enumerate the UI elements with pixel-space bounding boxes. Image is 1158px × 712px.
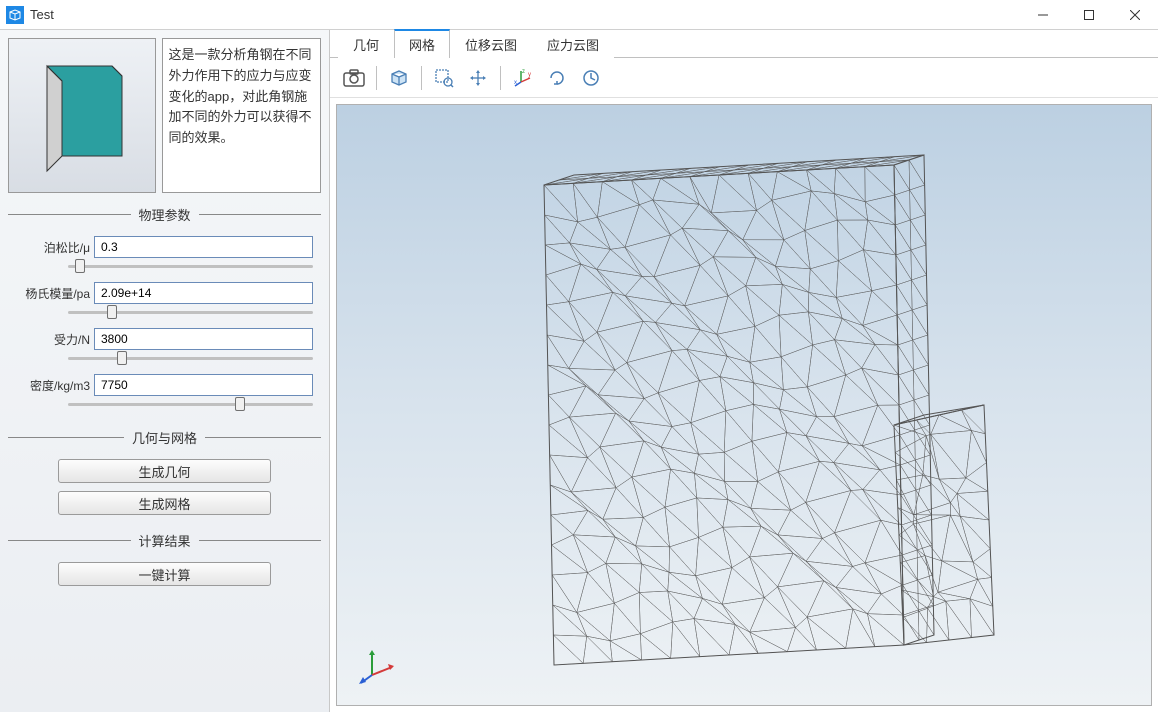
tab-geom[interactable]: 几何: [338, 30, 394, 58]
section-label-geom: 几何与网格: [124, 428, 205, 447]
gen-mesh-button[interactable]: 生成网格: [58, 491, 271, 515]
toolbar: zy x: [330, 58, 1158, 98]
poisson-slider[interactable]: [68, 265, 313, 268]
window-controls: [1020, 0, 1158, 29]
density-label: 密度/kg/m3: [16, 377, 94, 394]
section-header-physics: 物理参数: [8, 205, 321, 224]
zoom-region-icon[interactable]: [428, 62, 460, 94]
reset-view-icon[interactable]: [575, 62, 607, 94]
youngs-label: 杨氏模量/pa: [16, 285, 94, 302]
titlebar: Test: [0, 0, 1158, 30]
section-header-results: 计算结果: [8, 531, 321, 550]
section-label-results: 计算结果: [131, 531, 199, 550]
tab-stress[interactable]: 应力云图: [532, 30, 614, 58]
box-icon[interactable]: [383, 62, 415, 94]
viewport-3d[interactable]: [336, 104, 1152, 706]
close-button[interactable]: [1112, 0, 1158, 29]
poisson-label: 泊松比/μ: [16, 239, 94, 256]
force-input[interactable]: [94, 328, 313, 350]
left-panel: 这是一款分析角钢在不同外力作用下的应力与应变变化的app，对此角钢施加不同的外力…: [0, 30, 330, 712]
svg-text:y: y: [528, 72, 531, 78]
svg-text:x: x: [514, 80, 517, 86]
window-title: Test: [30, 7, 1020, 22]
description-box: 这是一款分析角钢在不同外力作用下的应力与应变变化的app，对此角钢施加不同的外力…: [162, 38, 322, 193]
gen-geom-button[interactable]: 生成几何: [58, 459, 271, 483]
right-panel: 几何 网格 位移云图 应力云图 zy x: [330, 30, 1158, 712]
axis-triad-viewport: [357, 645, 397, 685]
compute-button[interactable]: 一键计算: [58, 562, 271, 586]
maximize-button[interactable]: [1066, 0, 1112, 29]
section-header-geom: 几何与网格: [8, 428, 321, 447]
density-slider[interactable]: [68, 403, 313, 406]
poisson-input[interactable]: [94, 236, 313, 258]
minimize-button[interactable]: [1020, 0, 1066, 29]
section-label-physics: 物理参数: [131, 205, 199, 224]
thumbnail-box: [8, 38, 156, 193]
force-slider[interactable]: [68, 357, 313, 360]
tab-disp[interactable]: 位移云图: [450, 30, 532, 58]
force-label: 受力/N: [16, 331, 94, 348]
youngs-slider[interactable]: [68, 311, 313, 314]
pan-icon[interactable]: [462, 62, 494, 94]
axis-triad-icon[interactable]: zy x: [507, 62, 539, 94]
rotate-icon[interactable]: [541, 62, 573, 94]
svg-text:z: z: [522, 69, 525, 75]
tabs: 几何 网格 位移云图 应力云图: [330, 30, 1158, 58]
youngs-input[interactable]: [94, 282, 313, 304]
app-icon: [6, 6, 24, 24]
tab-mesh[interactable]: 网格: [394, 29, 450, 58]
camera-icon[interactable]: [338, 62, 370, 94]
density-input[interactable]: [94, 374, 313, 396]
